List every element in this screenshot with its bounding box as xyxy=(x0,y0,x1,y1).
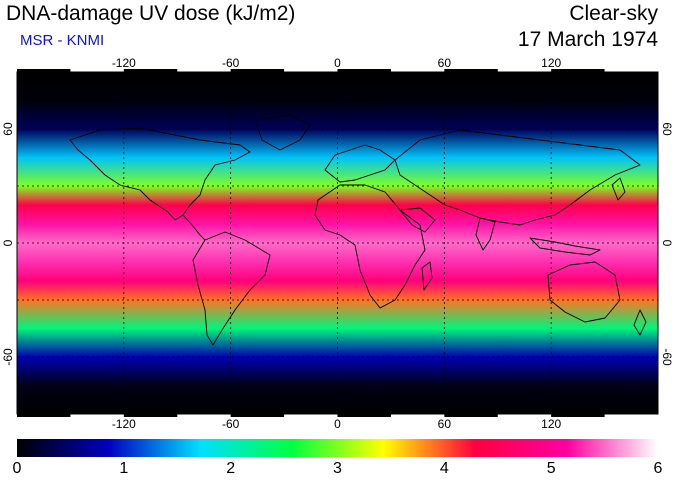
coastline-central-america xyxy=(182,214,206,241)
frame-bar-bottom xyxy=(551,414,605,417)
lon-tick-label-top: 0 xyxy=(334,56,341,70)
lon-tick-label-top: 120 xyxy=(541,56,561,70)
frame-bar-top xyxy=(551,69,605,72)
coastline-africa xyxy=(314,184,426,309)
frame-bar-top xyxy=(444,69,498,72)
frame-bar-top xyxy=(230,69,285,72)
colorbar-label: 2 xyxy=(226,460,235,477)
colorbar-label: 0 xyxy=(13,460,22,477)
lon-tick-label-bottom: -60 xyxy=(222,417,240,431)
coastline-india xyxy=(475,217,496,251)
lat-tick-label-left: -60 xyxy=(1,348,15,366)
colorbar-label: 3 xyxy=(333,460,342,477)
lon-tick-label-bottom: -120 xyxy=(112,417,136,431)
coastline-north-america xyxy=(69,127,251,221)
colorbar-label: 1 xyxy=(119,460,128,477)
colorbar-labels: 0 1 2 3 4 5 6 xyxy=(13,460,663,477)
date-label: 17 March 1974 xyxy=(517,28,658,51)
coastline-greenland xyxy=(254,114,311,151)
frame-bar-bottom xyxy=(444,414,498,417)
map-title: DNA-damage UV dose (kJ/m2) xyxy=(6,2,296,25)
frame-scale-bar xyxy=(17,69,605,417)
coastline-arabia xyxy=(399,207,436,233)
frame-bar-bottom xyxy=(337,414,391,417)
source-label: MSR - KNMI xyxy=(20,32,105,49)
lat-tick-label-left: 0 xyxy=(1,239,15,246)
lon-tick-label-bottom: 0 xyxy=(334,417,341,431)
coastline-new-zealand xyxy=(633,309,647,336)
coastline-madagascar xyxy=(421,261,433,291)
frame-bar-top xyxy=(17,69,71,72)
lon-tick-label-bottom: 60 xyxy=(438,417,452,431)
coastline-australia xyxy=(547,261,621,323)
lat-tick-label-right: 0 xyxy=(660,240,674,247)
colorbar xyxy=(17,439,658,457)
tick-labels: -120 -120 -60 -60 0 0 60 60 120 120 60 60 0 0 -60 -60 xyxy=(1,56,674,431)
coastlines xyxy=(69,114,647,346)
lon-tick-label-top: 60 xyxy=(438,56,452,70)
sky-condition-label: Clear-sky xyxy=(569,2,658,25)
coastline-south-america xyxy=(192,231,271,346)
lat-tick-label-left: 60 xyxy=(1,122,15,136)
colorbar-label: 5 xyxy=(547,460,556,477)
frame-bar-top xyxy=(337,69,391,72)
frame-bar-bottom xyxy=(123,414,178,417)
coastline-asia xyxy=(394,129,641,226)
lat-tick-label-right: 60 xyxy=(660,122,674,136)
lon-tick-label-top: -120 xyxy=(112,56,136,70)
graticule xyxy=(17,72,658,414)
lon-tick-label-top: -60 xyxy=(222,56,240,70)
coastline-japan xyxy=(611,177,626,201)
frame-bar-top xyxy=(123,69,178,72)
colorbar-label: 4 xyxy=(440,460,449,477)
lon-tick-label-bottom: 120 xyxy=(541,417,561,431)
frame-bar-bottom xyxy=(17,414,71,417)
frame-bar-bottom xyxy=(230,414,285,417)
lat-tick-label-right: -60 xyxy=(660,348,674,366)
colorbar-label: 6 xyxy=(654,460,663,477)
